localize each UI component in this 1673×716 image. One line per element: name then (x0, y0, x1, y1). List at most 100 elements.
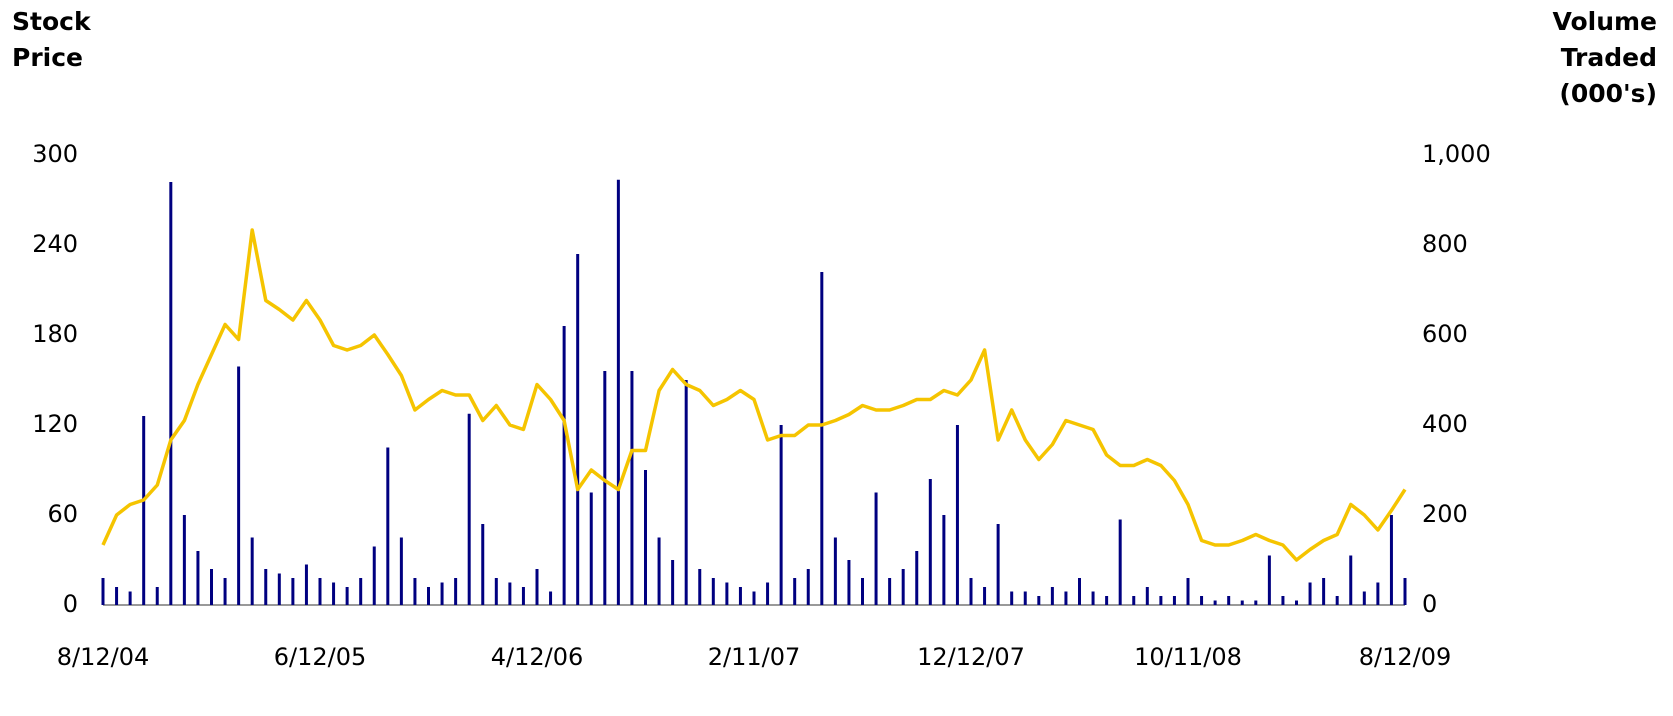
volume-bar (182, 515, 186, 605)
volume-bar (1227, 596, 1231, 605)
volume-bar (1010, 591, 1014, 605)
volume-bar (1064, 591, 1068, 605)
volume-bar (1389, 515, 1393, 605)
volume-bar (454, 578, 458, 605)
volume-bar (983, 587, 987, 605)
volume-bar (440, 582, 444, 605)
volume-bar (955, 425, 959, 605)
volume-bar (1254, 600, 1258, 605)
volume-bar (508, 582, 512, 605)
volume-bar (386, 447, 390, 605)
volume-bar (616, 179, 620, 605)
y-tick-label: 300 (32, 140, 78, 168)
volume-bar (494, 578, 498, 605)
volume-bar (1037, 596, 1041, 605)
x-tick-label: 4/12/06 (491, 643, 584, 671)
volume-bar (277, 573, 281, 605)
volume-bar (535, 569, 539, 605)
volume-bar (589, 492, 593, 605)
volume-bar (1295, 600, 1298, 605)
volume-bar (562, 326, 566, 605)
volume-bar (1186, 578, 1190, 605)
volume-bar (1376, 582, 1380, 605)
price-line (101, 228, 1407, 562)
volume-bar (223, 578, 227, 605)
volume-bar (1362, 591, 1366, 605)
y2-axis-title: Volume Traded (000's) (1552, 7, 1657, 108)
y-tick-label: 180 (32, 320, 78, 348)
volume-bar (833, 537, 837, 605)
volume-bar (1159, 596, 1163, 605)
volume-bar (264, 569, 268, 605)
y-tick-label: 60 (47, 500, 78, 528)
volume-bar (413, 578, 417, 605)
volume-bar (684, 380, 688, 605)
volume-bar (1145, 587, 1149, 605)
volume-bar (847, 560, 851, 605)
volume-bar (1322, 578, 1326, 605)
x-tick-label: 2/11/07 (708, 643, 801, 671)
volume-bar (711, 578, 715, 605)
volume-bar (861, 578, 864, 605)
volume-bar (915, 551, 919, 605)
volume-bar (1349, 555, 1353, 605)
volume-bar (1281, 596, 1285, 605)
volume-bar (1023, 591, 1027, 605)
x-tick-label: 8/12/04 (57, 643, 150, 671)
volume-bar (115, 587, 119, 605)
y-tick-label: 0 (63, 590, 78, 618)
y-tick-label: 240 (32, 230, 78, 258)
volume-bar (345, 587, 349, 605)
volume-bar (332, 582, 336, 605)
volume-bar (928, 479, 932, 605)
volume-bar (1078, 578, 1081, 605)
volume-bar (969, 578, 973, 605)
volume-bar (752, 591, 756, 605)
y2-tick-label: 1,000 (1422, 140, 1491, 168)
volume-bar (888, 578, 892, 605)
volume-bar (359, 578, 363, 605)
volume-bar (806, 569, 810, 605)
volume-bar (1091, 591, 1095, 605)
volume-bar (1118, 519, 1122, 605)
y2-tick-label: 200 (1422, 500, 1468, 528)
volume-bar (671, 560, 675, 605)
volume-bar (467, 413, 471, 605)
y2-tick-label: 800 (1422, 230, 1468, 258)
volume-bar (521, 587, 525, 605)
volume-bar (1105, 596, 1109, 605)
y-axis-title: Stock Price (12, 7, 91, 72)
volume-bar (196, 551, 200, 605)
x-tick-label: 8/12/09 (1359, 643, 1452, 671)
volume-bar (901, 569, 905, 605)
x-tick-label: 12/12/07 (917, 643, 1025, 671)
volume-bar (1335, 596, 1339, 605)
volume-bar (1213, 600, 1217, 605)
volume-bar (1240, 600, 1244, 605)
volume-bar (237, 366, 241, 605)
volume-bar (1050, 587, 1054, 605)
volume-bar (1403, 578, 1407, 605)
volume-bar (372, 546, 376, 605)
volume-bar (399, 537, 403, 605)
y-tick-label: 120 (32, 410, 78, 438)
y2-tick-label: 600 (1422, 320, 1468, 348)
volume-bar (291, 578, 295, 605)
volume-bar (210, 569, 213, 605)
volume-bar (779, 425, 783, 605)
volume-bar (725, 582, 729, 605)
volume-bar (481, 524, 485, 605)
x-tick-label: 6/12/05 (274, 643, 367, 671)
volume-bar (101, 578, 105, 605)
volume-bar (630, 371, 634, 605)
volume-bar (738, 587, 742, 605)
volume-bar (1172, 596, 1176, 605)
volume-bar (820, 272, 824, 605)
volume-bar (1200, 596, 1204, 605)
volume-bar (942, 515, 946, 605)
volume-bar (644, 470, 647, 605)
x-tick-label: 10/11/08 (1134, 643, 1242, 671)
volume-bar (1267, 555, 1271, 605)
